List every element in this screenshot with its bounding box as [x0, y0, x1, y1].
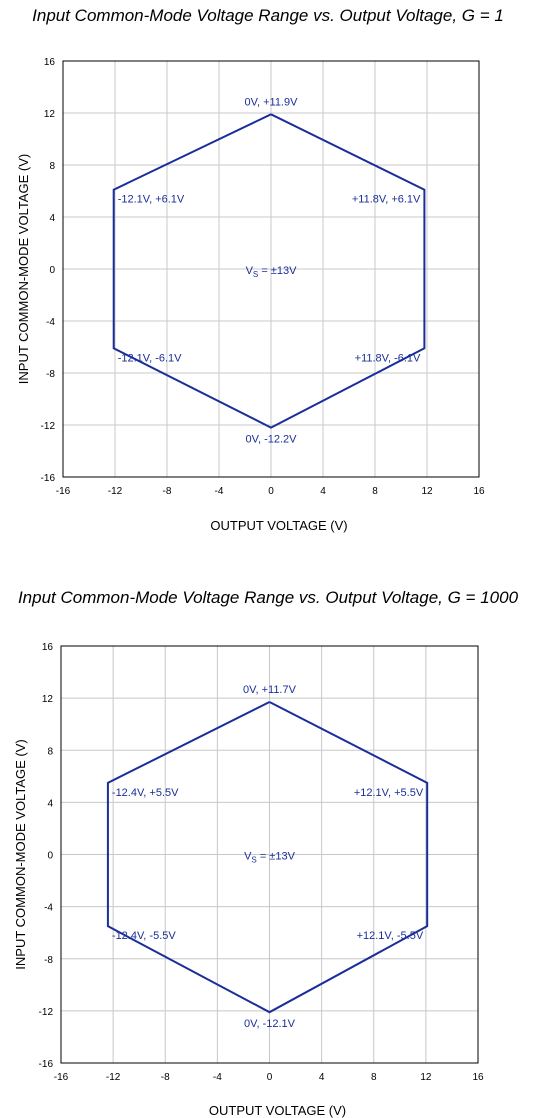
x-tick-label: 8 [371, 1072, 377, 1083]
y-tick-label: -4 [44, 903, 53, 914]
data-label: +11.8V, +6.1V [352, 194, 421, 206]
x-tick-label: -8 [163, 486, 172, 497]
x-tick-label: 16 [472, 1072, 484, 1083]
data-label: 0V, -12.2V [246, 434, 298, 446]
supply-voltage-annotation: VS = ±13V [244, 851, 295, 865]
y-axis-label: INPUT COMMON-MODE VOLTAGE (V) [16, 154, 31, 384]
x-tick-label: 4 [320, 486, 326, 497]
data-label: -12.1V, +6.1V [118, 194, 185, 206]
supply-voltage-annotation: VS = ±13V [246, 265, 297, 279]
y-tick-label: 8 [47, 746, 53, 757]
data-label: 0V, -12.1V [244, 1018, 296, 1030]
x-tick-label: 8 [372, 486, 378, 497]
x-tick-label: 12 [421, 486, 433, 497]
x-tick-label: -4 [213, 1072, 222, 1083]
y-tick-label: -8 [44, 955, 53, 966]
x-tick-label: -12 [106, 1072, 121, 1083]
y-tick-label: -4 [46, 317, 55, 328]
x-tick-label: 0 [267, 1072, 273, 1083]
plot-frame [60, 645, 479, 1064]
x-tick-label: -16 [54, 1072, 69, 1083]
x-tick-label: -16 [56, 486, 71, 497]
y-tick-label: 0 [47, 851, 53, 862]
chart-plot: -16 -12 -8 -4 0 4 8 12 16 -16 -12 -8 -4 0 4 8 12 16 OUTPUT… [13, 642, 484, 1118]
chart-panel-g1: Input Common-Mode Voltage Range vs. Outp… [0, 0, 536, 545]
x-tick-label: 12 [420, 1072, 432, 1083]
data-label: -12.4V, +5.5V [112, 787, 179, 799]
x-tick-label: 4 [319, 1072, 325, 1083]
data-label: +12.1V, +5.5V [354, 787, 424, 799]
y-tick-label: -12 [41, 421, 56, 432]
data-label: -12.4V, -5.5V [112, 930, 176, 942]
y-tick-label: 8 [49, 161, 55, 172]
y-tick-label: 12 [44, 109, 56, 120]
y-axis-label: INPUT COMMON-MODE VOLTAGE (V) [13, 739, 28, 969]
y-tick-label: -12 [39, 1007, 54, 1018]
chart-plot: -16 -12 -8 -4 0 4 8 12 16 -16 -12 -8 -4 0 4 8 12 16 OUTPUT… [16, 57, 485, 533]
chart-title: Input Common-Mode Voltage Range vs. Outp… [32, 6, 504, 25]
data-label: +12.1V, -5.5V [357, 930, 424, 942]
y-tick-label: 4 [49, 213, 55, 224]
chart-panel-g1000: Input Common-Mode Voltage Range vs. Outp… [0, 585, 536, 1118]
data-label: 0V, +11.7V [243, 684, 297, 696]
x-tick-label: 0 [268, 486, 274, 497]
data-label: +11.8V, -6.1V [355, 352, 421, 364]
x-tick-label: -12 [108, 486, 123, 497]
data-label: 0V, +11.9V [245, 96, 299, 108]
x-tick-label: 16 [473, 486, 485, 497]
y-tick-label: -8 [46, 369, 55, 380]
y-tick-label: -16 [39, 1059, 54, 1070]
data-label: -12.1V, -6.1V [118, 352, 182, 364]
y-tick-label: -16 [41, 473, 56, 484]
y-tick-label: 4 [47, 798, 53, 809]
y-tick-label: 0 [49, 265, 55, 276]
chart-title: Input Common-Mode Voltage Range vs. Outp… [17, 588, 519, 607]
x-axis-label: OUTPUT VOLTAGE (V) [210, 518, 347, 533]
y-tick-label: 16 [42, 642, 54, 653]
x-axis-label: OUTPUT VOLTAGE (V) [209, 1103, 346, 1118]
x-tick-label: -4 [215, 486, 224, 497]
y-tick-label: 12 [42, 694, 54, 705]
y-tick-label: 16 [44, 57, 56, 68]
x-tick-label: -8 [161, 1072, 170, 1083]
plot-frame [62, 60, 480, 478]
